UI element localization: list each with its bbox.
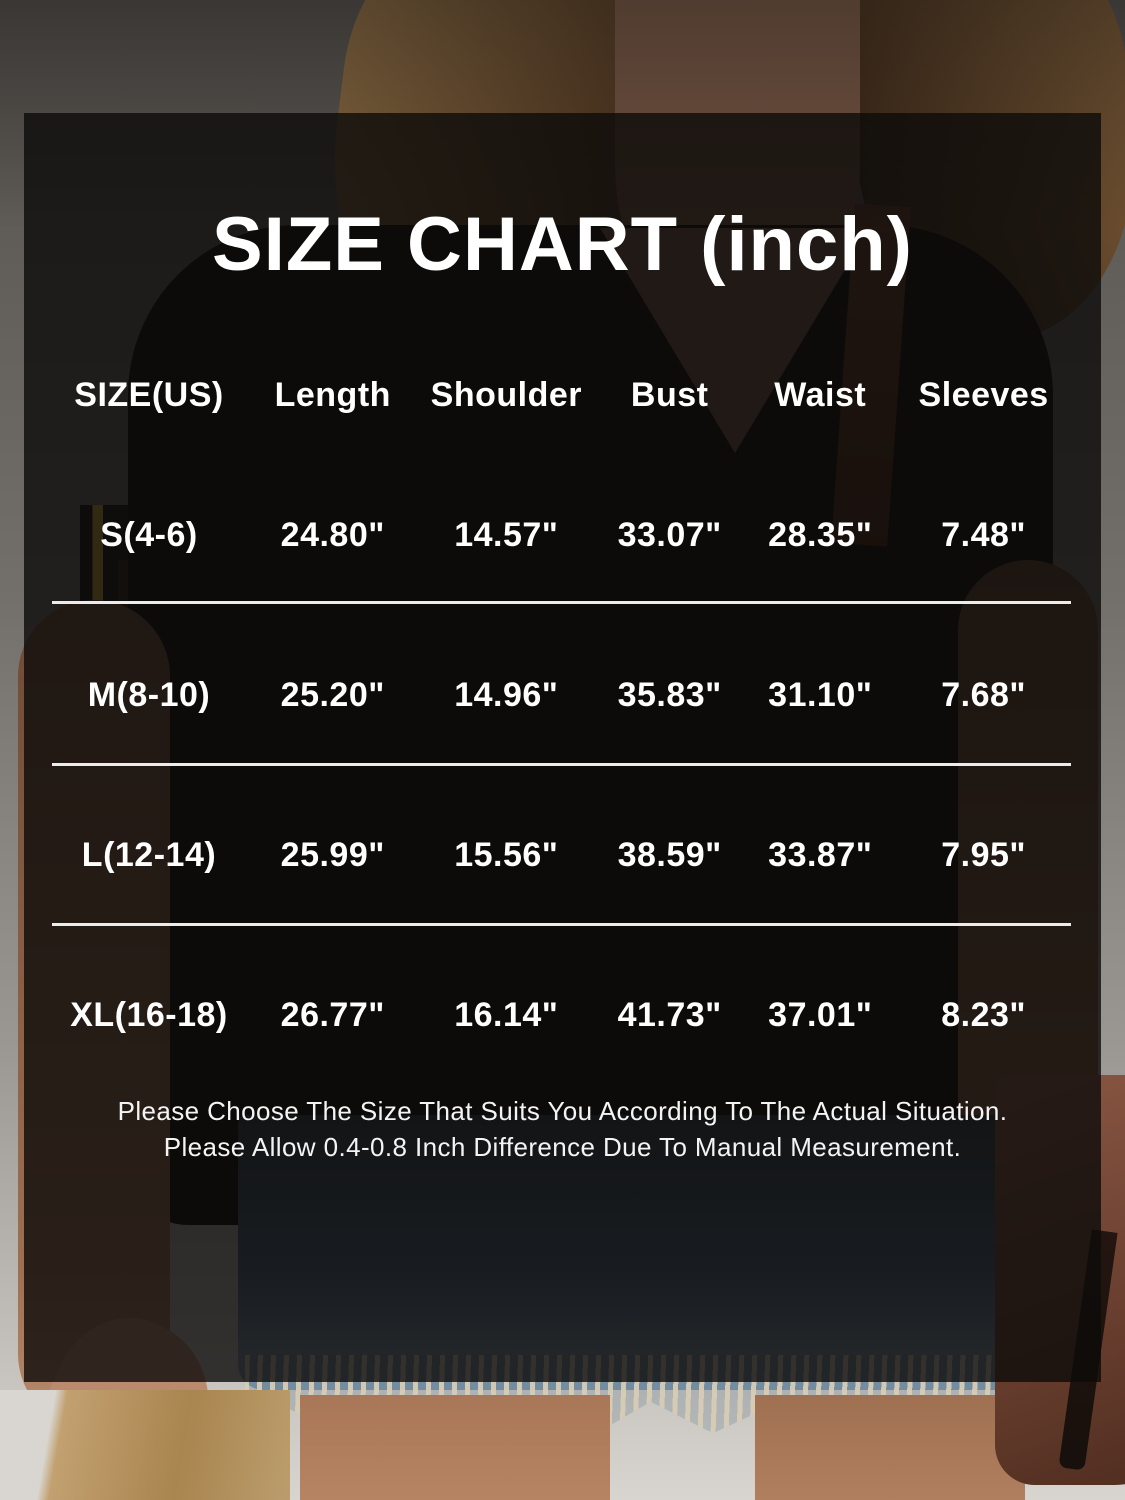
column-header-sleeves: Sleeves (918, 375, 1049, 414)
bust-value: 33.07" (617, 515, 722, 554)
length-value: 25.20" (280, 675, 385, 714)
column-header-shoulder: Shoulder (430, 375, 582, 414)
size-label: L(12-14) (81, 835, 217, 874)
sleeves-value: 8.23" (941, 995, 1027, 1034)
table-row-l: L(12-14) 25.99" 15.56" 38.59" 33.87" 7.9… (52, 830, 1073, 880)
length-value: 25.99" (280, 835, 385, 874)
measurement-note: Please Choose The Size That Suits You Ac… (24, 1093, 1101, 1165)
bust-value: 41.73" (617, 995, 722, 1034)
column-header-bust: Bust (630, 375, 709, 414)
table-row-xl: XL(16-18) 26.77" 16.14" 41.73" 37.01" 8.… (52, 990, 1073, 1040)
waist-value: 31.10" (768, 675, 873, 714)
photo-wood-floor (0, 1390, 290, 1500)
sleeves-value: 7.48" (941, 515, 1027, 554)
note-line-1: Please Choose The Size That Suits You Ac… (117, 1096, 1008, 1126)
sleeves-value: 7.68" (941, 675, 1027, 714)
bust-value: 38.59" (617, 835, 722, 874)
row-separator (52, 763, 1071, 766)
shoulder-value: 14.96" (454, 675, 559, 714)
size-label: XL(16-18) (70, 995, 228, 1034)
size-label: S(4-6) (100, 515, 198, 554)
photo-leg-right (755, 1395, 1025, 1500)
page-title: SIZE CHART (inch) (212, 202, 913, 287)
bust-value: 35.83" (617, 675, 722, 714)
row-separator (52, 923, 1071, 926)
table-row-m: M(8-10) 25.20" 14.96" 35.83" 31.10" 7.68… (52, 670, 1073, 720)
table-header-row: SIZE(US) Length Shoulder Bust Waist Slee… (52, 370, 1073, 420)
length-value: 26.77" (280, 995, 385, 1034)
shoulder-value: 15.56" (454, 835, 559, 874)
table-row-s: S(4-6) 24.80" 14.57" 33.07" 28.35" 7.48" (52, 510, 1073, 560)
sleeves-value: 7.95" (941, 835, 1027, 874)
column-header-length: Length (274, 375, 391, 414)
waist-value: 33.87" (768, 835, 873, 874)
waist-value: 28.35" (768, 515, 873, 554)
photo-leg-left (300, 1395, 610, 1500)
shoulder-value: 16.14" (454, 995, 559, 1034)
waist-value: 37.01" (768, 995, 873, 1034)
size-label: M(8-10) (87, 675, 211, 714)
dark-overlay-panel: SIZE CHART (inch) SIZE(US) Length Should… (24, 113, 1101, 1382)
column-header-size: SIZE(US) (74, 375, 224, 414)
note-line-2: Please Allow 0.4-0.8 Inch Difference Due… (163, 1132, 962, 1162)
column-header-waist: Waist (774, 375, 867, 414)
row-separator (52, 601, 1071, 604)
length-value: 24.80" (280, 515, 385, 554)
shoulder-value: 14.57" (454, 515, 559, 554)
